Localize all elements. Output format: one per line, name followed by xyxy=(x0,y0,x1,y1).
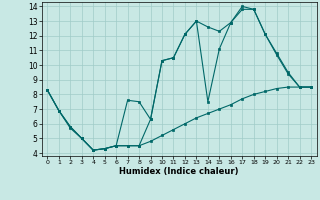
X-axis label: Humidex (Indice chaleur): Humidex (Indice chaleur) xyxy=(119,167,239,176)
